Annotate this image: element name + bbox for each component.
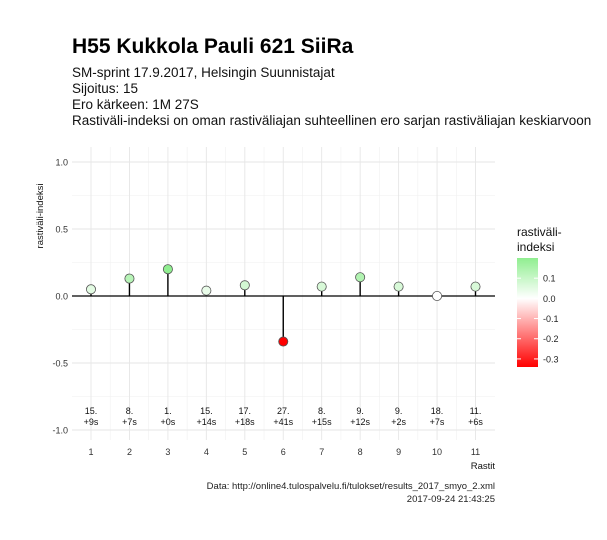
data-point <box>316 281 327 292</box>
data-point <box>239 280 250 291</box>
point-label-rank: 15. <box>85 406 98 416</box>
x-tick-label: 6 <box>281 447 286 457</box>
point-label-rank: 8. <box>126 406 134 416</box>
point-label-rank: 9. <box>395 406 403 416</box>
timestamp-caption: 2017-09-24 21:43:25 <box>406 494 495 505</box>
y-tick-label: 0.5 <box>55 225 68 235</box>
legend-tick-label: -0.3 <box>543 354 559 364</box>
point-label-diff: +12s <box>350 417 370 427</box>
point-label-diff: +15s <box>312 417 332 427</box>
data-source-caption: Data: http://online4.tulospalvelu.fi/tul… <box>206 481 495 492</box>
data-point <box>86 284 97 295</box>
data-point <box>355 272 366 283</box>
data-point <box>432 290 443 301</box>
data-point <box>124 273 135 284</box>
legend-colorbar <box>517 258 538 367</box>
point-label-diff: +18s <box>235 417 255 427</box>
subtitle-line-2: Sijoitus: 15 <box>72 81 139 96</box>
data-point <box>201 285 212 296</box>
point-label-rank: 15. <box>200 406 213 416</box>
point-label-rank: 9. <box>356 406 364 416</box>
x-tick-label: 7 <box>319 447 324 457</box>
x-tick-label: 8 <box>358 447 363 457</box>
data-point <box>470 281 481 292</box>
point-label-diff: +41s <box>273 417 293 427</box>
point-label-diff: +7s <box>430 417 445 427</box>
point-label-rank: 8. <box>318 406 326 416</box>
x-axis-title: Rastit <box>471 461 496 472</box>
x-tick-label: 4 <box>204 447 209 457</box>
y-tick-label: 0.0 <box>55 292 68 302</box>
point-label-diff: +9s <box>84 417 99 427</box>
x-tick-label: 1 <box>88 447 93 457</box>
x-tick-label: 3 <box>165 447 170 457</box>
data-point <box>393 281 404 292</box>
subtitle-line-4: Rastiväli-indeksi on oman rastiväliajan … <box>72 113 592 128</box>
legend-tick-label: -0.2 <box>543 334 559 344</box>
y-tick-label: 1.0 <box>55 158 68 168</box>
x-tick-label: 9 <box>396 447 401 457</box>
x-tick-label: 2 <box>127 447 132 457</box>
y-axis-title: rastiväli-indeksi <box>35 184 46 249</box>
legend-title-line-2: indeksi <box>517 240 554 254</box>
data-point <box>278 336 289 347</box>
data-point <box>162 264 173 275</box>
point-label-rank: 17. <box>239 406 252 416</box>
point-label-rank: 11. <box>470 406 482 416</box>
y-tick-label: -1.0 <box>52 426 68 436</box>
x-tick-label: 5 <box>242 447 247 457</box>
point-label-diff: +14s <box>196 417 216 427</box>
point-label-diff: +6s <box>468 417 483 427</box>
point-label-diff: +0s <box>161 417 176 427</box>
point-label-rank: 27. <box>277 406 290 416</box>
point-label-rank: 1. <box>164 406 172 416</box>
legend-title-line-1: rastiväli- <box>517 225 562 239</box>
x-tick-label: 11 <box>471 447 480 457</box>
legend-tick-label: 0.0 <box>543 294 556 304</box>
subtitle-line-3: Ero kärkeen: 1M 27S <box>72 97 199 112</box>
point-label-rank: 18. <box>431 406 444 416</box>
point-label-diff: +7s <box>122 417 137 427</box>
subtitle-line-1: SM-sprint 17.9.2017, Helsingin Suunnista… <box>72 65 335 80</box>
legend-tick-label: 0.1 <box>543 274 556 284</box>
y-tick-label: -0.5 <box>52 359 68 369</box>
point-label-diff: +2s <box>391 417 406 427</box>
legend-tick-label: -0.1 <box>543 314 559 324</box>
x-tick-label: 10 <box>432 447 442 457</box>
chart-title: H55 Kukkola Pauli 621 SiiRa <box>72 35 354 58</box>
